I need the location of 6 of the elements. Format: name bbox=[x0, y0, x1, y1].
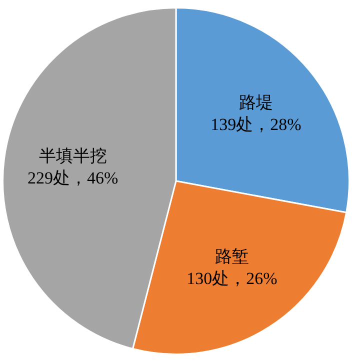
slice-label: 半填半挖 bbox=[38, 146, 107, 166]
data-label: 229处，46% bbox=[28, 168, 118, 188]
slice-label: 路堑 bbox=[214, 247, 249, 266]
data-label: 130处，26% bbox=[186, 269, 278, 288]
slice-label: 路堤 bbox=[238, 92, 273, 112]
data-label: 139处，28% bbox=[210, 114, 302, 134]
